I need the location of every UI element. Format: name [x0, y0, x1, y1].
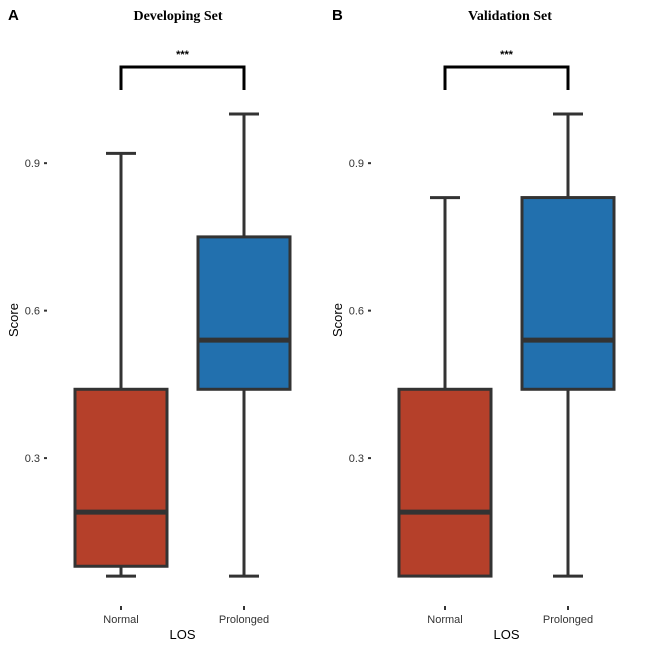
panel-b-ytick-label: 0.3 — [349, 453, 364, 465]
panel-a-letter: A — [8, 7, 19, 24]
panel-b-normal-xtick-label: Normal — [427, 614, 462, 626]
panel-b-significance-bracket — [443, 65, 570, 90]
panel-a-x-axis-title: LOS — [169, 627, 195, 642]
panel-a-normal-box — [73, 387, 169, 568]
panel-a-significance-label: *** — [176, 49, 190, 61]
panel-b-title: Validation Set — [468, 9, 552, 24]
panel-b-normal-box — [397, 387, 493, 578]
panel-b-x-axis-title: LOS — [493, 627, 519, 642]
panel-a-ytick-label: 0.9 — [25, 158, 40, 170]
panel-b-prolonged-box — [520, 196, 616, 391]
panel-b-ytick-label: 0.6 — [349, 306, 364, 318]
panel-b-y-axis-title: Score — [330, 303, 345, 337]
panel-b-significance-label: *** — [500, 49, 514, 61]
panel-a-ytick-label: 0.3 — [25, 453, 40, 465]
panel-a-prolonged-box — [196, 235, 292, 391]
panel-b-ytick-label: 0.9 — [349, 158, 364, 170]
panel-a-prolonged-xtick-label: Prolonged — [219, 614, 269, 626]
panel-b-prolonged-xtick-label: Prolonged — [543, 614, 593, 626]
panel-a-significance-bracket — [119, 65, 246, 90]
panel-a-title: Developing Set — [133, 9, 222, 24]
panel-a-ytick-label: 0.6 — [25, 306, 40, 318]
panel-b-letter: B — [332, 7, 343, 24]
panel-a-y-axis-title: Score — [6, 303, 21, 337]
panel-a-normal-xtick-label: Normal — [103, 614, 138, 626]
